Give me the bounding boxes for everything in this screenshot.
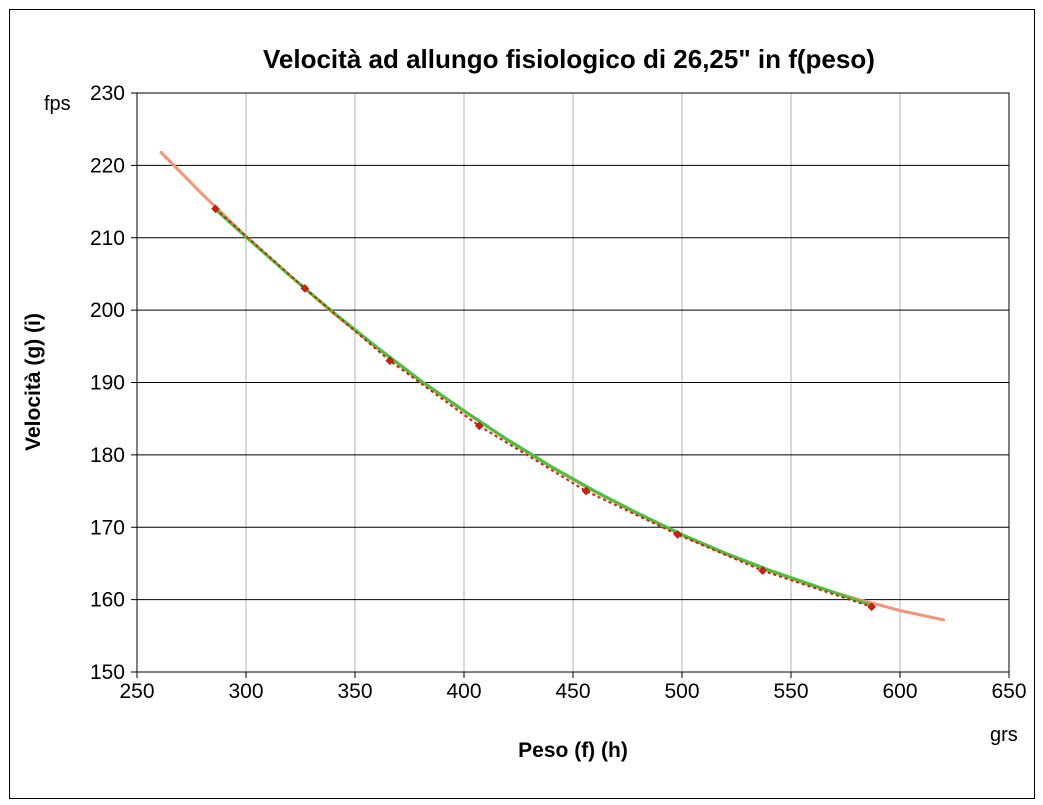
data-point-marker <box>474 421 484 431</box>
x-tick-label: 400 <box>446 680 481 703</box>
y-tick-label: 160 <box>90 589 125 612</box>
y-tick-label: 190 <box>90 372 125 395</box>
grid-lines <box>137 93 1009 672</box>
x-tick-label: 300 <box>228 680 263 703</box>
y-tick-label: 220 <box>90 154 125 177</box>
series-layer <box>159 150 946 622</box>
y-tick-label: 170 <box>90 516 125 539</box>
x-tick-label: 250 <box>119 680 154 703</box>
y-axis-title: Velocità (g) (i) <box>22 313 45 451</box>
data-point-marker <box>867 602 877 612</box>
x-tick-label: 500 <box>664 680 699 703</box>
y-tick-label: 180 <box>90 444 125 467</box>
data-point-marker <box>758 566 768 576</box>
data-point-marker <box>385 356 395 366</box>
y-tick-label: 150 <box>90 661 125 684</box>
y-tick-label: 200 <box>90 299 125 322</box>
data-series-dotted-line <box>214 208 873 608</box>
chart-title: Velocità ad allungo fisiologico di 26,25… <box>263 44 875 74</box>
data-point-marker <box>581 486 591 496</box>
data-point-marker <box>673 530 682 539</box>
x-axis-unit: grs <box>990 724 1018 746</box>
x-tick-label: 350 <box>337 680 372 703</box>
x-axis-title: Peso (f) (h) <box>518 739 628 762</box>
y-tick-label: 210 <box>90 227 125 250</box>
x-tick-label: 550 <box>773 680 808 703</box>
y-tick-label: 230 <box>90 82 125 105</box>
fit-curve-line <box>214 208 874 607</box>
x-tick-label: 650 <box>991 680 1026 703</box>
chart-frame <box>9 9 1035 799</box>
x-tick-label: 600 <box>882 680 917 703</box>
y-axis-unit: fps <box>44 93 71 115</box>
data-point-marker <box>300 284 310 293</box>
x-tick-label: 450 <box>555 680 590 703</box>
data-point-marker <box>211 204 220 214</box>
axis-ticks: 250 300 350 400 450 500 550 600 650 150 160 170 180 1… <box>90 82 1027 703</box>
fit-curve-line <box>159 150 946 622</box>
